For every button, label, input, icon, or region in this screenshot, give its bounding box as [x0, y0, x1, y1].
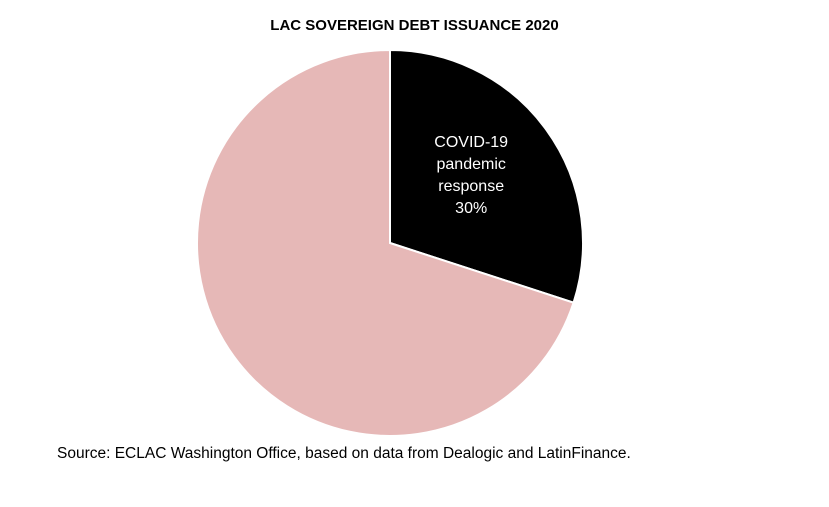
chart-title: LAC SOVEREIGN DEBT ISSUANCE 2020: [270, 17, 559, 34]
pie-slice: [389, 48, 584, 304]
pie-slice: [196, 48, 575, 437]
source-note: Source: ECLAC Washington Office, based o…: [57, 445, 631, 462]
slice-label: COVID-19 pandemic response 30%: [411, 132, 531, 220]
slice-value-label: 30%: [455, 200, 488, 217]
slice-category-label: COVID-19 pandemic response: [434, 134, 509, 195]
